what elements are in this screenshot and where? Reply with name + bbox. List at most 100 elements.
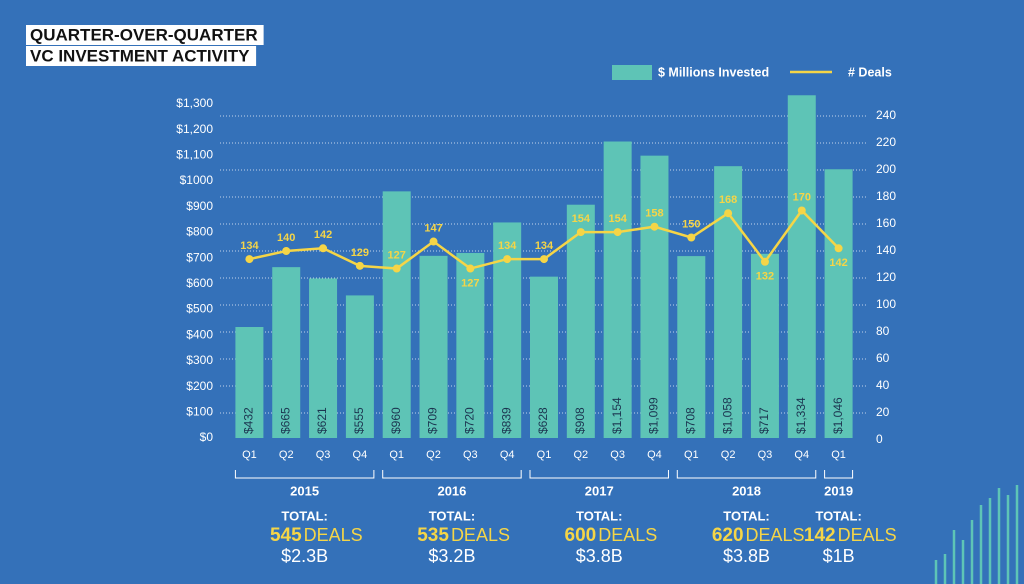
line-value-label: 127 (461, 277, 479, 289)
x-tick-label: Q1 (831, 449, 846, 461)
line-point (613, 228, 622, 237)
year-label: 2015 (290, 483, 319, 498)
y-tick-label: $1,300 (176, 96, 213, 110)
y2-tick-label: 100 (876, 297, 896, 311)
bar-value-label: $1,334 (794, 397, 808, 434)
bar (750, 253, 779, 438)
bar-value-label: $1,154 (610, 397, 624, 434)
total-deals: 545 (270, 525, 302, 546)
total-invested: $3.8B (723, 546, 770, 566)
bar (714, 166, 743, 438)
y-tick-label: $400 (186, 327, 213, 341)
line-value-label: 142 (829, 257, 847, 269)
x-tick-label: Q4 (353, 449, 368, 461)
line-point (503, 255, 512, 264)
x-tick-label: Q2 (721, 449, 736, 461)
bar-value-label: $555 (352, 407, 366, 434)
bar (640, 155, 669, 438)
line-value-label: 170 (793, 191, 811, 203)
bar-value-label: $628 (536, 407, 550, 434)
y2-tick-label: 120 (876, 270, 896, 284)
y-tick-label: $900 (186, 199, 213, 213)
line-point (650, 222, 659, 231)
total-deals: 535 (417, 525, 449, 546)
total-invested: $1B (823, 546, 855, 566)
line-value-label: 147 (424, 222, 442, 234)
x-tick-label: Q2 (279, 449, 294, 461)
y-tick-label: $0 (200, 430, 214, 444)
legend-label: # Deals (848, 65, 892, 79)
bar-value-label: $960 (389, 407, 403, 434)
x-tick-label: Q1 (684, 449, 699, 461)
total-deals-unit: DEALS (746, 525, 805, 545)
line-point (282, 247, 291, 255)
x-tick-label: Q3 (758, 449, 773, 461)
bar-value-label: $1,099 (647, 397, 661, 434)
y2-tick-label: 60 (876, 351, 890, 365)
line-value-label: 154 (572, 213, 591, 225)
line-value-label: 158 (645, 208, 663, 220)
year-label: 2018 (732, 483, 761, 498)
y-tick-label: $1,100 (176, 148, 213, 162)
y2-tick-label: 200 (876, 162, 896, 176)
total-label: TOTAL: (576, 508, 622, 523)
y2-tick-label: 220 (876, 135, 896, 149)
bar (419, 255, 448, 438)
bar (493, 222, 522, 438)
bar (677, 256, 706, 438)
bar (382, 191, 411, 438)
bar-value-label: $1,058 (720, 397, 734, 434)
line-value-label: 150 (682, 218, 700, 230)
bar (345, 295, 374, 438)
bar-value-label: $717 (757, 407, 771, 434)
line-point (834, 244, 843, 253)
line-point (392, 264, 401, 273)
line-value-label: 134 (240, 240, 259, 252)
bar (272, 267, 301, 438)
chart-title: VC INVESTMENT ACTIVITY (30, 46, 250, 65)
year-label: 2019 (824, 483, 853, 498)
legend-label: $ Millions Invested (658, 65, 769, 79)
x-tick-label: Q1 (537, 449, 552, 461)
y-tick-label: $600 (186, 276, 213, 290)
x-tick-label: Q1 (389, 449, 404, 461)
y2-tick-label: 20 (876, 405, 890, 419)
line-value-label: 134 (535, 240, 554, 252)
total-deals: 142 (804, 525, 836, 546)
total-deals: 600 (565, 525, 597, 546)
x-tick-label: Q3 (610, 449, 625, 461)
y2-tick-label: 160 (876, 216, 896, 230)
legend-swatch (612, 65, 652, 80)
y-tick-label: $1000 (180, 173, 214, 187)
x-tick-label: Q4 (647, 449, 662, 461)
year-label: 2016 (437, 483, 466, 498)
y-tick-label: $500 (186, 302, 213, 316)
bar (456, 253, 485, 438)
line-point (760, 257, 769, 266)
y2-tick-label: 40 (876, 378, 890, 392)
bar-value-label: $708 (683, 407, 697, 434)
y2-tick-label: 140 (876, 243, 896, 257)
line-point (724, 209, 733, 218)
bar-value-label: $908 (573, 407, 587, 434)
x-tick-label: Q3 (316, 449, 331, 461)
x-tick-label: Q3 (463, 449, 478, 461)
bar (235, 327, 264, 438)
y-tick-label: $300 (186, 353, 213, 367)
line-point (319, 244, 328, 253)
decoration (934, 485, 1019, 584)
line-point (245, 255, 254, 264)
y2-tick-label: 240 (876, 108, 896, 122)
total-deals-unit: DEALS (304, 525, 363, 545)
y-tick-label: $200 (186, 379, 213, 393)
year-bracket (824, 470, 854, 479)
bar-value-label: $621 (315, 407, 329, 434)
line-point (540, 255, 548, 264)
total-label: TOTAL: (723, 508, 769, 523)
line-point (355, 261, 364, 270)
line-point (797, 206, 806, 215)
y-tick-label: $800 (186, 225, 213, 239)
total-deals-unit: DEALS (451, 525, 510, 545)
